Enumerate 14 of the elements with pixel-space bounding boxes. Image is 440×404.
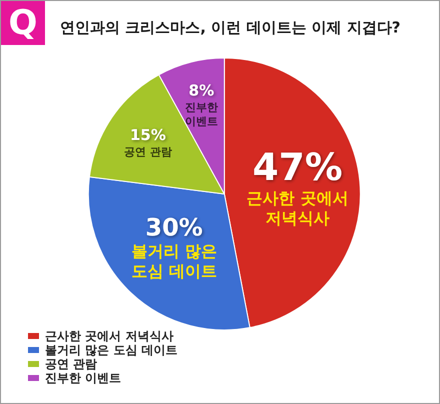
slice-label: 볼거리 많은 도심 데이트 [131,241,217,280]
data-label: 15% [130,126,166,144]
data-label: 8% [188,81,214,100]
slice-label: 진부한 이벤트 [184,100,218,128]
data-label: 47% [252,145,342,190]
legend-label: 진부한 이벤트 [45,371,122,385]
legend-label: 공연 관람 [45,357,98,371]
legend-label: 근사한 곳에서 저녁식사 [45,329,174,343]
slice-label: 근사한 곳에서 저녁식사 [246,188,348,228]
data-label: 30% [145,213,203,242]
slice-label: 공연 관람 [124,145,172,158]
chart-title: 연인과의 크리스마스, 이런 데이트는 이제 지겹다? [60,18,401,36]
legend-label: 볼거리 많은 도심 데이트 [45,343,178,357]
question-badge: Q [1,1,45,45]
